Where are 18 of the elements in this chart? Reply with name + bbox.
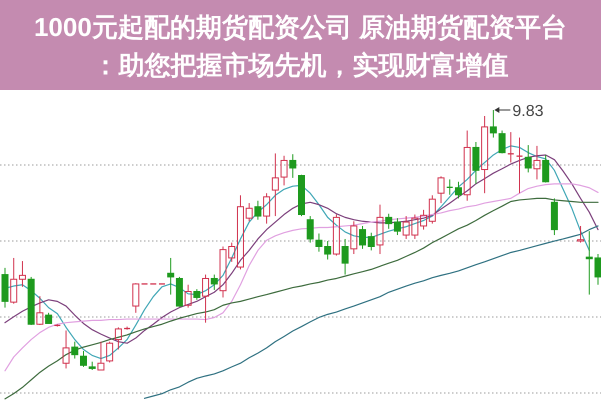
candlestick <box>167 257 174 296</box>
candlestick <box>533 145 540 180</box>
candlestick <box>385 213 392 230</box>
candlestick <box>97 341 104 370</box>
candlestick <box>289 154 296 178</box>
candlestick <box>272 152 279 217</box>
candlestick <box>376 204 384 255</box>
candlestick <box>342 238 349 276</box>
chart-title: 1000元起配的期货配资公司 原油期货配资平台：助您把握市场先机，实现财富增值 <box>34 12 568 80</box>
candlestick <box>263 192 270 224</box>
candlestick <box>507 132 514 164</box>
candlestick <box>18 260 26 288</box>
candlestick <box>62 330 70 369</box>
candlestick <box>516 137 524 194</box>
candlestick <box>481 115 488 194</box>
candlestick <box>472 141 480 184</box>
candlestick <box>446 178 454 196</box>
annotation: 9.83 <box>512 103 544 120</box>
